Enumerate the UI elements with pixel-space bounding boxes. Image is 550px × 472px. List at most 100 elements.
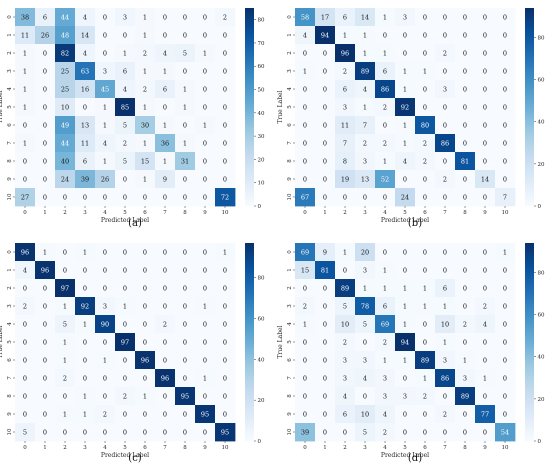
cell-value-r4-c1: 0	[323, 85, 327, 93]
cell-r4-c2	[335, 80, 356, 99]
cell-r1-c9	[195, 26, 216, 45]
cell-r2-c3	[355, 44, 376, 63]
cell-r10-c6	[415, 423, 436, 442]
cell-value-r10-c9: 0	[483, 193, 487, 201]
cell-r3-c4	[95, 297, 116, 316]
cell-value-r8-c6: 15	[141, 157, 149, 165]
cell-r5-c3	[355, 98, 376, 117]
y-tick-10: 10	[287, 193, 293, 200]
colorbar-tick-0: 0	[258, 204, 262, 210]
cell-value-r3-c5: 1	[403, 67, 407, 75]
cell-value-r1-c4: 0	[103, 31, 107, 39]
cell-r0-c9	[475, 243, 496, 262]
cell-r0-c7	[155, 8, 176, 27]
colorbar-tick-80: 80	[258, 18, 265, 24]
panel-label: (b)	[408, 218, 422, 229]
cell-r3-c0	[295, 297, 316, 316]
cell-value-r7-c0: 0	[303, 139, 307, 147]
cell-value-r4-c1: 0	[323, 320, 327, 328]
cell-r10-c7	[435, 423, 456, 442]
cell-r6-c3	[355, 351, 376, 370]
cell-value-r10-c6: 0	[423, 193, 427, 201]
cell-value-r9-c6: 0	[423, 410, 427, 418]
cell-r4-c3	[75, 315, 96, 334]
x-tick-9: 9	[483, 445, 487, 451]
cell-value-r4-c0: 0	[23, 320, 27, 328]
cell-r5-c8	[175, 98, 196, 117]
cell-r3-c2	[55, 62, 76, 81]
cell-r5-c0	[15, 333, 36, 352]
cell-value-r5-c8: 1	[183, 103, 187, 111]
cell-r9-c9	[195, 405, 216, 424]
cell-value-r3-c2: 5	[343, 302, 347, 310]
cell-r9-c4	[95, 405, 116, 424]
cell-r6-c0	[295, 351, 316, 370]
cell-r10-c5	[115, 423, 136, 442]
cell-value-r3-c0: 1	[23, 67, 27, 75]
x-tick-4: 4	[383, 445, 387, 451]
x-tick-0: 0	[23, 445, 27, 451]
cell-value-r4-c9: 0	[203, 85, 207, 93]
cell-value-r8-c5: 2	[123, 392, 127, 400]
y-tick-7: 7	[287, 141, 293, 145]
cell-r8-c2	[335, 152, 356, 171]
colorbar-tick-0: 0	[538, 439, 542, 445]
cell-r10-c2	[335, 188, 356, 207]
cell-r8-c4	[95, 387, 116, 406]
cell-value-r6-c2: 3	[343, 356, 347, 364]
cell-value-r0-c7: 0	[443, 13, 447, 21]
cell-value-r1-c9: 0	[203, 31, 207, 39]
cell-r1-c0	[15, 26, 36, 45]
cell-value-r3-c7: 0	[443, 67, 447, 75]
cell-r7-c1	[315, 369, 336, 388]
cell-value-r4-c8: 0	[183, 320, 187, 328]
cell-value-r8-c7: 1	[163, 157, 167, 165]
cell-value-r0-c8: 0	[463, 13, 467, 21]
cell-r10-c6	[135, 423, 156, 442]
colorbar	[525, 243, 534, 441]
cell-r9-c8	[455, 405, 476, 424]
cell-r1-c0	[295, 26, 316, 45]
cell-r7-c2	[55, 134, 76, 153]
cell-r6-c10	[215, 116, 236, 135]
cell-r2-c3	[355, 279, 376, 298]
y-tick-4: 4	[287, 87, 293, 91]
cell-value-r2-c10: 0	[503, 49, 507, 57]
cell-value-r2-c2: 82	[61, 49, 69, 57]
x-tick-9: 9	[483, 210, 487, 216]
cell-value-r0-c5: 0	[403, 248, 407, 256]
cell-value-r0-c8: 0	[463, 248, 467, 256]
cell-r9-c1	[315, 405, 336, 424]
x-tick-6: 6	[143, 445, 147, 451]
cell-value-r4-c8: 1	[183, 85, 187, 93]
cell-value-r8-c5: 5	[123, 157, 127, 165]
cell-r10-c8	[455, 423, 476, 442]
cell-value-r1-c10: 0	[503, 266, 507, 274]
cell-value-r4-c1: 0	[43, 320, 47, 328]
cell-value-r6-c3: 13	[81, 121, 89, 129]
cell-r6-c1	[315, 351, 336, 370]
cell-r9-c10	[495, 170, 516, 189]
cell-r3-c10	[215, 297, 236, 316]
y-tick-5: 5	[287, 340, 293, 344]
cell-r3-c0	[15, 62, 36, 81]
cell-r4-c2	[55, 80, 76, 99]
cell-value-r9-c8: 0	[183, 410, 187, 418]
cell-value-r0-c3: 4	[83, 13, 87, 21]
cell-r4-c9	[475, 80, 496, 99]
cell-r1-c1	[315, 261, 336, 280]
cell-r1-c9	[195, 261, 216, 280]
cell-r8-c7	[435, 152, 456, 171]
cell-value-r8-c5: 3	[403, 392, 407, 400]
cell-value-r9-c8: 0	[463, 410, 467, 418]
cell-value-r10-c3: 0	[363, 193, 367, 201]
cell-value-r2-c6: 1	[423, 284, 427, 292]
x-tick-2: 2	[63, 210, 67, 216]
x-tick-0: 0	[23, 210, 27, 216]
cell-value-r1-c2: 0	[343, 266, 347, 274]
cell-value-r0-c9: 0	[203, 13, 207, 21]
cell-r1-c3	[355, 261, 376, 280]
cell-value-r4-c9: 0	[483, 85, 487, 93]
colorbar-tick-60: 60	[258, 64, 265, 70]
cell-value-r2-c0: 1	[23, 49, 27, 57]
